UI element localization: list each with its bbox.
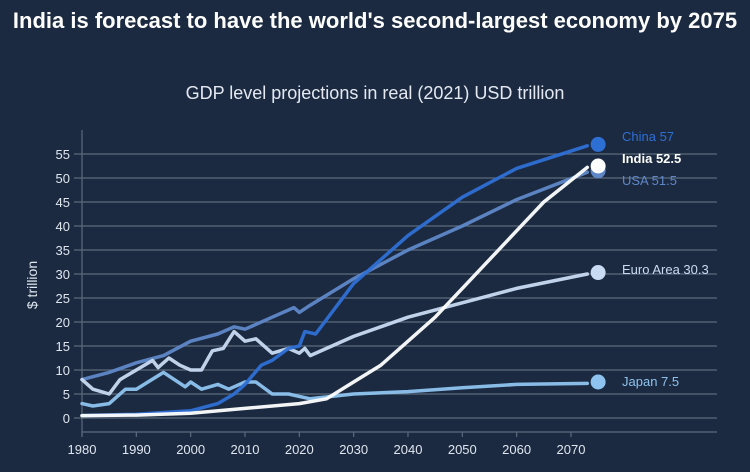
series-line-euro-area — [80, 272, 590, 396]
y-tick-label: 55 — [56, 147, 70, 162]
x-tick-label: 2000 — [176, 442, 205, 457]
chart-title: India is forecast to have the world's se… — [12, 8, 738, 33]
series-end-label-india: India 52.5 — [622, 151, 681, 166]
x-tick-label: 2010 — [231, 442, 260, 457]
y-tick-label: 50 — [56, 171, 70, 186]
series-end-label-china: China 57 — [622, 129, 674, 144]
x-tick-label: 2020 — [285, 442, 314, 457]
y-tick-label: 25 — [56, 291, 70, 306]
y-tick-label: 30 — [56, 267, 70, 282]
y-tick-label: 0 — [63, 411, 70, 426]
y-tick-label: 40 — [56, 219, 70, 234]
series-line-japan — [80, 370, 590, 408]
series-line-india — [80, 165, 590, 418]
chart-subtitle: GDP level projections in real (2021) USD… — [185, 83, 565, 103]
series-end-marker-japan — [590, 374, 606, 390]
series-end-marker-euro-area — [590, 265, 606, 281]
y-tick-label: 35 — [56, 243, 70, 258]
series-end-label-euro-area: Euro Area 30.3 — [622, 262, 709, 277]
series-end-marker-china — [590, 136, 606, 152]
y-axis-label: $ trillion — [24, 261, 40, 309]
series-end-label-japan: Japan 7.5 — [622, 374, 679, 389]
y-tick-label: 10 — [56, 363, 70, 378]
x-tick-label: 1980 — [68, 442, 97, 457]
x-tick-label: 2030 — [339, 442, 368, 457]
series-end-marker-india — [590, 158, 606, 174]
y-tick-label: 45 — [56, 195, 70, 210]
x-tick-label: 2040 — [394, 442, 423, 457]
series-line-usa — [80, 170, 590, 382]
y-tick-label: 5 — [63, 387, 70, 402]
y-tick-label: 20 — [56, 315, 70, 330]
x-tick-label: 2060 — [502, 442, 531, 457]
y-tick-label: 15 — [56, 339, 70, 354]
series-line-china — [80, 144, 590, 418]
x-tick-label: 1990 — [122, 442, 151, 457]
x-tick-label: 2070 — [557, 442, 586, 457]
series-end-label-usa: USA 51.5 — [622, 173, 677, 188]
x-tick-label: 2050 — [448, 442, 477, 457]
